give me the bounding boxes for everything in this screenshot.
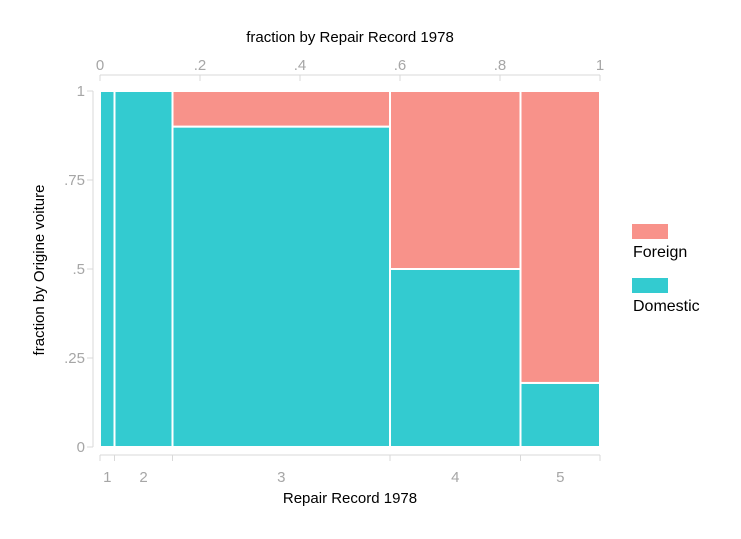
mosaic-cell-foreign-3 — [171, 90, 391, 128]
legend-label-foreign: Foreign — [633, 244, 687, 261]
y-axis-title: fraction by Origine voiture — [31, 185, 48, 356]
x-axis-title: Repair Record 1978 — [283, 490, 417, 507]
mosaic-cell-foreign-4 — [389, 90, 522, 270]
chart-top-title: fraction by Repair Record 1978 — [246, 29, 454, 46]
legend: Foreign Domestic — [632, 224, 700, 315]
y-tick-label: .75 — [64, 172, 85, 189]
top-tick-label: .8 — [494, 57, 507, 74]
top-tick-label: 0 — [96, 57, 104, 74]
top-tick-label: .2 — [194, 57, 207, 74]
legend-swatch-foreign — [632, 224, 668, 239]
y-tick-label: 1 — [77, 83, 85, 100]
category-tick-label: 3 — [277, 469, 285, 486]
category-tick-label: 4 — [451, 469, 459, 486]
mosaic-cell-foreign-5 — [519, 90, 601, 384]
mosaic-cell-domestic-2 — [113, 90, 174, 448]
mosaic-cell-domestic-5 — [519, 381, 601, 449]
mosaic-cell-domestic-3 — [171, 125, 391, 448]
legend-swatch-domestic — [632, 278, 668, 293]
mosaic-cell-domestic-1 — [99, 90, 116, 448]
top-tick-label: .6 — [394, 57, 407, 74]
category-tick-label: 2 — [139, 469, 147, 486]
category-tick-label: 1 — [103, 469, 111, 486]
category-tick-label: 5 — [556, 469, 564, 486]
y-tick-label: .5 — [72, 261, 85, 278]
y-tick-label: 0 — [77, 439, 85, 456]
legend-label-domestic: Domestic — [633, 298, 700, 315]
y-tick-label: .25 — [64, 350, 85, 367]
mosaic-cell-domestic-4 — [389, 268, 522, 448]
top-tick-label: 1 — [596, 57, 604, 74]
top-tick-label: .4 — [294, 57, 307, 74]
